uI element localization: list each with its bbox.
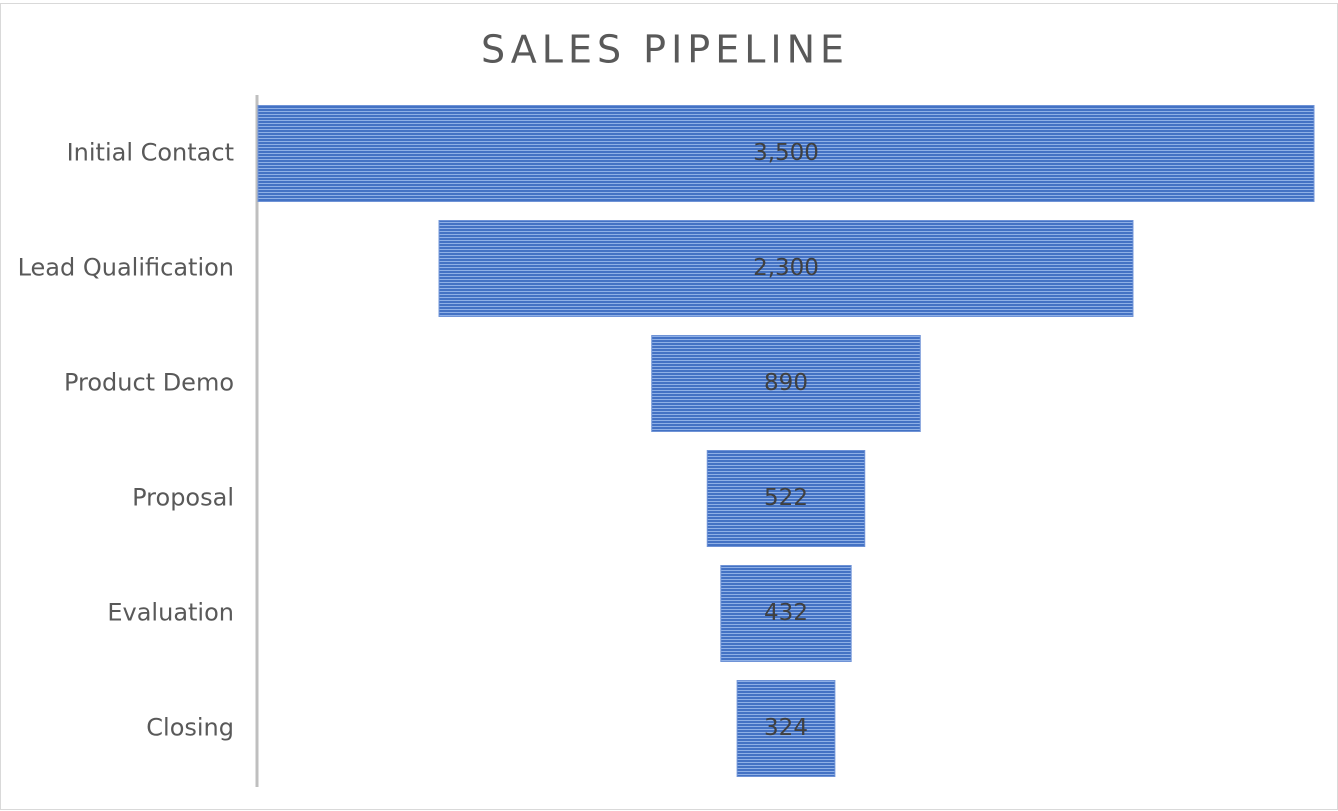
chart-title: SALES PIPELINE [481, 28, 849, 72]
category-label: Evaluation [107, 599, 234, 627]
bar [438, 220, 1134, 317]
category-label: Product Demo [64, 369, 234, 397]
category-label: Initial Contact [67, 139, 234, 167]
value-label: 890 [764, 370, 808, 396]
value-label: 324 [764, 715, 808, 741]
value-label: 432 [764, 600, 808, 626]
category-label: Closing [146, 714, 234, 742]
bar [706, 450, 866, 547]
bar [736, 680, 836, 777]
category-label: Lead Qualification [18, 254, 234, 282]
category-label: Proposal [132, 484, 234, 512]
bar [257, 105, 1315, 202]
bar [651, 335, 921, 432]
value-label: 522 [764, 485, 808, 511]
bar [720, 565, 852, 662]
value-label: 3,500 [753, 140, 819, 166]
value-label: 2,300 [753, 255, 819, 281]
